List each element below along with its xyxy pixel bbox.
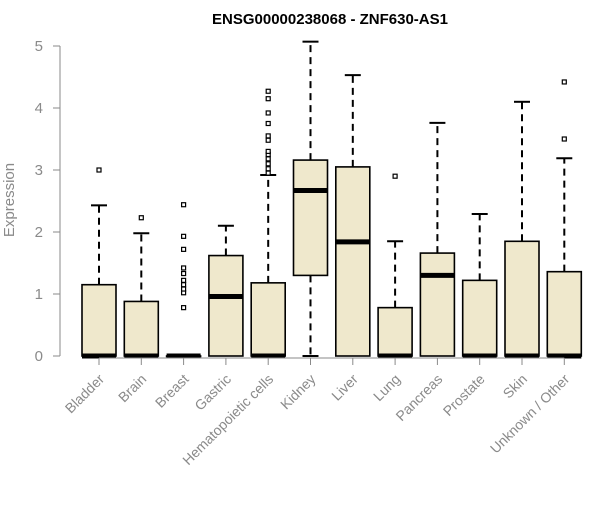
outlier-point <box>265 96 271 102</box>
box-group <box>546 79 583 359</box>
box-group <box>123 215 160 359</box>
outlier-point <box>181 286 187 292</box>
outlier-point <box>265 161 271 167</box>
outlier-point <box>181 305 187 311</box>
y-axis-label: Expression <box>1 163 18 237</box>
x-tick-label: Prostate <box>440 371 488 419</box>
outlier-point <box>392 173 398 179</box>
box-rect <box>546 270 583 357</box>
box-rect <box>419 252 456 357</box>
box-group <box>504 100 540 359</box>
outlier-point <box>265 110 271 116</box>
y-tick-label: 1 <box>35 286 43 303</box>
outlier-point <box>138 215 144 221</box>
box-rect <box>208 254 244 357</box>
outlier-point <box>96 167 102 173</box>
outlier-point <box>265 120 271 127</box>
x-tick-label: Breast <box>152 371 192 411</box>
box-rect <box>81 283 117 357</box>
y-axis: 0 1 2 3 4 5 <box>35 38 61 365</box>
box-group <box>419 121 456 357</box>
box-group <box>461 213 498 359</box>
outlier-point <box>181 233 187 239</box>
box-group <box>81 167 117 359</box>
outlier-point <box>181 202 187 208</box>
box-group <box>165 202 202 359</box>
outlier-point <box>181 265 187 271</box>
y-tick-label: 3 <box>35 162 43 179</box>
y-tick-label: 5 <box>35 38 43 55</box>
outlier-point <box>265 148 271 154</box>
outlier-point <box>265 88 271 94</box>
box-rect <box>461 279 498 357</box>
outlier-point <box>265 156 271 162</box>
y-tick-label: 2 <box>35 224 43 241</box>
outlier-point <box>181 282 187 288</box>
outlier-point <box>265 137 271 143</box>
outlier-point <box>561 79 567 85</box>
box-group <box>208 224 244 357</box>
y-tick-label: 4 <box>35 100 43 117</box>
x-tick-label: Pancreas <box>392 371 445 424</box>
y-tick-label: 0 <box>35 348 43 365</box>
x-tick-label: Unknown / Other <box>487 371 573 457</box>
box-rect <box>250 282 286 357</box>
outlier-point <box>265 133 271 139</box>
x-tick-label: Kidney <box>277 371 319 413</box>
box-rect <box>123 300 160 357</box>
x-tick-label: Lung <box>370 371 403 404</box>
box-series <box>81 40 583 359</box>
outlier-point <box>181 246 187 252</box>
x-tick-label: Brain <box>115 371 149 405</box>
outlier-point <box>181 277 187 283</box>
box-rect <box>504 240 540 357</box>
outlier-point <box>265 166 271 172</box>
box-group <box>292 40 329 357</box>
box-rect <box>334 166 371 357</box>
box-group <box>250 88 286 359</box>
outlier-point <box>561 136 567 142</box>
outlier-point <box>265 170 271 176</box>
box-rect <box>292 159 329 277</box>
box-group <box>334 74 371 357</box>
box-group <box>377 173 413 359</box>
chart-title: ENSG00000238068 - ZNF630-AS1 <box>212 11 448 28</box>
outlier-point <box>181 270 187 277</box>
box-rect <box>377 306 413 357</box>
x-tick-label: Liver <box>328 371 361 404</box>
x-tick-label: Skin <box>500 371 531 402</box>
x-tick-label: Bladder <box>62 371 108 417</box>
